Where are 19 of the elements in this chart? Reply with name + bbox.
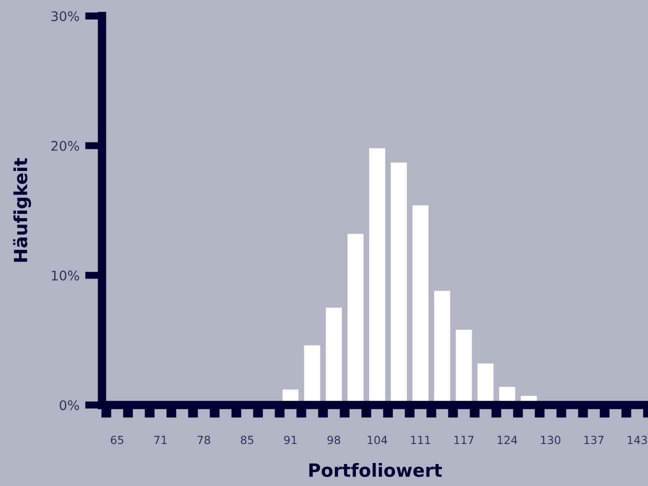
x-axis-title: Portfoliowert: [309, 462, 442, 477]
y-tick-label: 30%: [51, 11, 80, 22]
y-tick-label: 20%: [51, 140, 80, 151]
y-axis-title: Häufigkeit: [13, 158, 32, 262]
x-tick-label: 85: [240, 436, 254, 444]
x-tick-label: 124: [498, 436, 518, 444]
x-tick-label: 91: [284, 436, 297, 444]
x-tick-label: 104: [368, 436, 388, 444]
x-tick-label: 65: [110, 436, 124, 444]
x-tick-label: 117: [454, 436, 474, 444]
x-tick-label: 98: [327, 436, 340, 444]
x-tick-label: 78: [198, 436, 210, 444]
y-tick-label: 10%: [52, 270, 80, 281]
x-tick-label: 143: [628, 436, 647, 444]
x-tick-label: 130: [541, 436, 560, 444]
x-tick-label: 137: [584, 436, 604, 444]
y-tick-label: 0%: [60, 400, 80, 410]
x-tick-label: 111: [411, 436, 430, 444]
x-tick-label: 71: [154, 436, 167, 444]
